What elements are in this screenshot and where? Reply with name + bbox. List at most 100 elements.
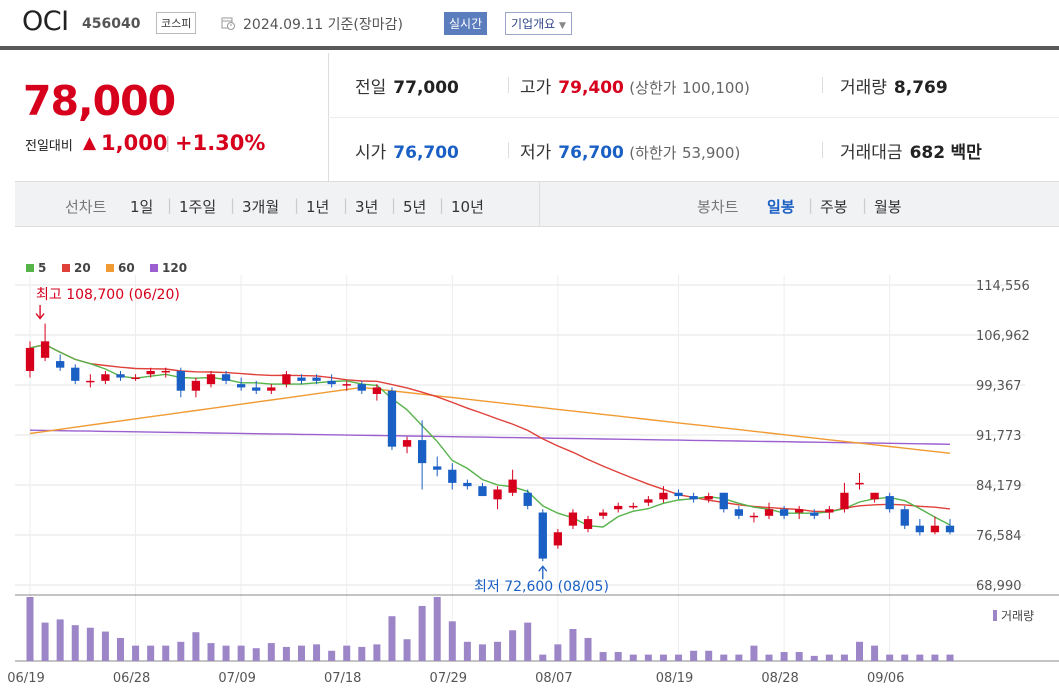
volume-legend-label: 거래량 [1001,609,1034,623]
realtime-button[interactable]: 실시간 [444,12,488,35]
volume-bar [478,644,486,661]
candle-body [629,505,638,508]
current-price: 78,000 [23,77,176,125]
candle-body [448,469,457,483]
candlestick-chart: 114,556 106,962 99,367 91,773 84,179 76,584 68… [7,261,1059,686]
trade-amount: 거래대금 682 백만 [840,143,982,163]
candle-body [297,377,306,381]
volume-bar [252,648,260,661]
volume-bar [86,627,94,661]
candle-body [749,515,759,518]
volume-bar [856,641,864,661]
stock-header: OCI 456040 코스피 2024.09.11 기준(장마감) 실시간 기업… [0,0,1059,50]
legend-label: 5 [38,261,46,275]
volume-bar [297,645,305,661]
candle-body [191,380,201,391]
legend-swatch [106,264,114,272]
tab-1d[interactable]: 1일 [130,198,154,216]
volume-bar [871,645,879,661]
change-label: 전일대비 [25,139,73,154]
volume-bar [373,644,381,661]
legend-swatch [150,264,158,272]
volume-bar [463,641,471,661]
volume-bar [418,605,426,661]
x-tick-label: 09/06 [867,671,904,686]
x-tick-label: 07/29 [430,671,467,686]
candle-body [86,380,95,383]
quote-date: 2024.09.11 기준(장마감) [243,17,403,33]
tab-3y[interactable]: 3년 [355,198,379,216]
y-tick-label: 91,773 [976,429,1022,444]
dropdown-arrow-icon: ▼ [559,21,566,31]
candle-body [538,512,547,559]
candle-body [478,486,487,497]
volume-bar [358,646,366,661]
change-amount: 1,000 [101,131,168,155]
candle-body [825,509,834,513]
y-tick-label: 106,962 [976,329,1030,344]
candle-body [40,341,50,358]
candle-body [870,492,879,500]
tab-3m[interactable]: 3개월 [242,198,280,216]
volume-bar [116,637,124,661]
candle-body [161,370,170,373]
volume-bar [554,644,562,661]
volume-bar [267,643,275,661]
volume-bar [56,619,64,661]
candle-body [342,384,351,386]
market-badge: 코스피 [156,12,197,34]
volume-bar [644,654,652,661]
candle-body [25,347,35,371]
candle-body [734,509,743,516]
candle-body [417,440,427,464]
tab-1y[interactable]: 1년 [306,198,330,216]
company-overview-dropdown[interactable]: 기업개요 ▼ [505,12,572,35]
tab-1w[interactable]: 1주일 [179,198,217,216]
volume-bar [147,645,155,661]
volume-bar [71,625,79,661]
volume-bar [524,622,532,661]
volume-bar [41,622,49,661]
tab-weekly[interactable]: 주봉 [820,198,848,216]
low-arrow-icon [538,565,548,580]
high-arrow-icon [35,305,45,320]
low-price: 저가 76,700 (하한가 53,900) [520,143,741,163]
high-annotation: 최고 108,700 (06/20) [36,287,180,303]
divider: | [165,133,171,152]
ma-60-line [29,386,951,454]
volume-bar [403,639,411,661]
volume-bar [282,646,290,661]
candle-body [583,519,593,529]
volume-bar [795,652,803,661]
candle-body [945,525,955,533]
volume-bar [886,654,894,661]
tab-10y[interactable]: 10년 [451,198,484,216]
volume-bar [207,643,215,661]
volume-legend-swatch [993,610,997,621]
quote-panel: 78,000 전일대비 ▲ 1,000 | +1.30% 전일 77,000 고가… [15,53,1059,182]
prev-close: 전일 77,000 [355,78,459,98]
chart-period-tabs: 선차트 1일 | 1주일 | 3개월 | 1년 | 3년 | 5년 | 10년 … [15,181,1059,227]
candle-body [659,492,668,500]
tab-5y[interactable]: 5년 [403,198,427,216]
candle-body [508,479,517,493]
candle-body [719,492,728,510]
y-tick-label: 76,584 [976,529,1022,544]
candle-body [598,512,608,516]
candle-body [327,380,336,385]
tab-monthly[interactable]: 월봉 [874,198,902,216]
volume-bar [901,654,909,661]
candle-body [674,492,683,497]
volume-bar [101,631,109,661]
divider [539,182,540,226]
legend-swatch [62,264,70,272]
candle-body [644,499,653,503]
candle-body [101,374,110,381]
x-tick-label: 08/07 [535,671,572,686]
candle-body [372,387,382,395]
candle-body [689,496,698,500]
tab-daily[interactable]: 일봉 [767,198,795,216]
volume-bar [222,645,230,661]
candle-body [282,374,291,385]
volume-bar [720,654,728,661]
